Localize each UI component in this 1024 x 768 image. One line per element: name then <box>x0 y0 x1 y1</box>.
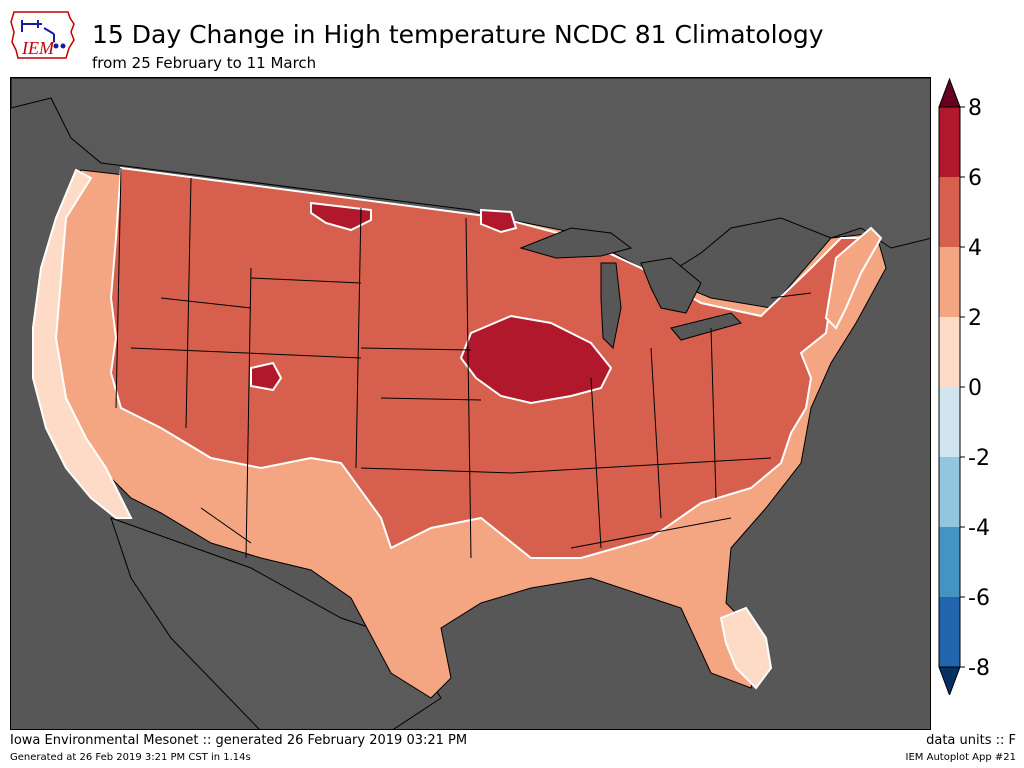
region-pacific-coast <box>32 168 133 519</box>
region-northern-utah-maximum <box>250 361 283 392</box>
region-new-england-coast <box>824 226 883 330</box>
region-northeast-minnesota-maximum <box>480 208 518 234</box>
colorbar-tick-label: -6 <box>968 586 990 611</box>
canada-land <box>11 78 930 279</box>
map-panel <box>10 77 931 730</box>
colorbar-bin <box>939 177 960 247</box>
colorbar-tick-label: 6 <box>968 166 982 191</box>
colorbar-tick-label: 4 <box>968 236 982 261</box>
footer-timing-text: Generated at 26 Feb 2019 3:21 PM CST in … <box>10 752 251 763</box>
region-florida <box>719 606 773 690</box>
rain-drop-icon <box>60 43 66 49</box>
colorbar-bins <box>938 77 961 695</box>
footer-app-text: IEM Autoplot App #21 <box>905 752 1016 763</box>
colorbar-bin <box>939 247 960 317</box>
colorbar-bin <box>939 597 960 667</box>
colorbar-ticks: 8 6 4 2 0 -2 -4 -6 -8 <box>960 96 990 681</box>
colorbar-over-arrow <box>938 77 961 108</box>
colorbar-tick-label: -4 <box>968 516 990 541</box>
colorbar-tick-label: -2 <box>968 446 990 471</box>
weather-station-icon <box>21 20 55 42</box>
iowa-outline-icon <box>10 11 75 59</box>
logo-text: IEM <box>21 38 55 58</box>
region-montana-dakota-border-maximum <box>310 201 372 232</box>
contour-map <box>11 78 930 729</box>
colorbar: 8 6 4 2 0 -2 -4 -6 -8 <box>938 77 990 695</box>
footer-generated-text: Iowa Environmental Mesonet :: generated … <box>10 733 468 748</box>
colorbar-bin <box>939 107 960 177</box>
rain-drop-icon <box>53 43 59 49</box>
iem-logo: IEM <box>10 11 75 59</box>
colorbar-tick-label: -8 <box>968 656 990 681</box>
colorbar-bin <box>939 317 960 387</box>
lake-huron <box>640 257 702 314</box>
region-iowa-illinois-maximum <box>459 314 613 405</box>
colorbar-bin <box>939 387 960 457</box>
colorbar-tick-label: 2 <box>968 306 982 331</box>
colorbar-under-arrow <box>938 666 961 695</box>
colorbar-tick-label: 8 <box>968 96 982 121</box>
mexico-land <box>110 517 442 729</box>
colorbar-bin <box>939 527 960 597</box>
page-title: 15 Day Change in High temperature NCDC 8… <box>92 20 824 49</box>
lake-erie <box>670 312 742 341</box>
page-subtitle: from 25 February to 11 March <box>92 54 317 72</box>
lake-superior <box>519 227 633 259</box>
footer-units-text: data units :: F <box>926 733 1016 748</box>
colorbar-bin <box>939 457 960 527</box>
lake-michigan <box>600 262 622 350</box>
colorbar-tick-label: 0 <box>968 376 982 401</box>
state-boundaries <box>115 167 812 559</box>
